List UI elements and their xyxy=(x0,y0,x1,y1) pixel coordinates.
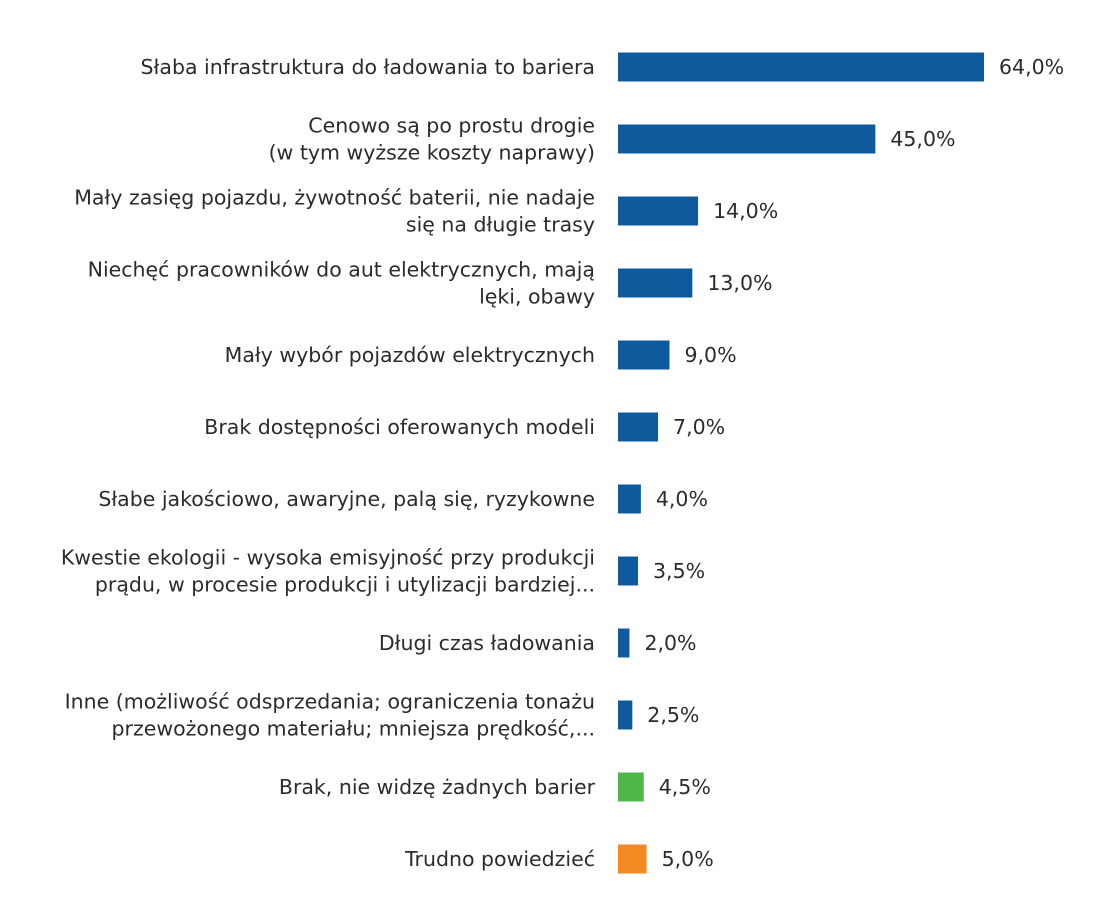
category-label-line: prądu, w procesie produkcji i utylizacji… xyxy=(95,573,595,597)
value-label-9: 2,0% xyxy=(644,631,696,655)
category-label-line: Niechęć pracowników do aut elektrycznych… xyxy=(88,258,595,282)
bar-9 xyxy=(618,628,630,658)
category-label-7: Słabe jakościowo, awaryjne, palą się, ry… xyxy=(98,487,595,511)
value-label-10: 2,5% xyxy=(647,703,699,727)
bar-11 xyxy=(618,772,644,802)
bar-7 xyxy=(618,484,641,514)
category-label-4: Niechęć pracowników do aut elektrycznych… xyxy=(88,258,595,309)
category-label-line: Trudno powiedzieć xyxy=(404,847,595,871)
category-label-12: Trudno powiedzieć xyxy=(404,847,595,871)
bar-6 xyxy=(618,412,659,442)
value-label-2: 45,0% xyxy=(890,127,955,151)
bar-3 xyxy=(618,196,699,226)
value-label-5: 9,0% xyxy=(684,343,736,367)
category-label-3: Mały zasięg pojazdu, żywotność baterii, … xyxy=(74,186,595,237)
value-labels-layer: 64,0% 45,0% 14,0% 13,0% 9,0% 7,0% 4,0% 3,5% 2,0%… xyxy=(644,55,1064,871)
category-label-line: przewożonego materiału; mniejsza prędkoś… xyxy=(112,717,595,741)
category-label-line: Brak, nie widzę żadnych barier xyxy=(279,775,596,799)
category-label-line: Brak dostępności oferowanych modeli xyxy=(204,415,595,439)
category-label-line: się na długie trasy xyxy=(406,213,595,237)
category-label-line: Inne (możliwość odsprzedania; ograniczen… xyxy=(65,690,595,714)
bars-layer xyxy=(618,52,984,874)
bar-1 xyxy=(618,52,984,82)
value-label-8: 3,5% xyxy=(653,559,705,583)
bar-12 xyxy=(618,844,647,874)
value-label-4: 13,0% xyxy=(707,271,772,295)
value-label-11: 4,5% xyxy=(659,775,711,799)
category-label-line: Słabe jakościowo, awaryjne, palą się, ry… xyxy=(98,487,595,511)
category-label-2: Cenowo są po prostu drogie (w tym wyższe … xyxy=(269,114,595,165)
category-label-line: Długi czas ładowania xyxy=(379,631,595,655)
category-label-8: Kwestie ekologii - wysoka emisyjność prz… xyxy=(61,546,595,597)
bar-10 xyxy=(618,700,633,730)
category-label-line: (w tym wyższe koszty naprawy) xyxy=(269,141,595,165)
value-label-6: 7,0% xyxy=(673,415,725,439)
category-label-10: Inne (możliwość odsprzedania; ograniczen… xyxy=(65,690,595,741)
value-label-12: 5,0% xyxy=(662,847,714,871)
category-label-line: Słaba infrastruktura do ładowania to bar… xyxy=(141,55,595,79)
value-label-1: 64,0% xyxy=(999,55,1064,79)
category-label-line: Cenowo są po prostu drogie xyxy=(308,114,595,138)
bar-8 xyxy=(618,556,639,586)
bar-5 xyxy=(618,340,670,370)
bar-2 xyxy=(618,124,876,154)
category-label-line: lęki, obawy xyxy=(479,285,595,309)
category-label-9: Długi czas ładowania xyxy=(379,631,595,655)
category-labels-layer: Słaba infrastruktura do ładowania to bar… xyxy=(61,55,596,871)
category-label-line: Kwestie ekologii - wysoka emisyjność prz… xyxy=(61,546,595,570)
category-label-1: Słaba infrastruktura do ładowania to bar… xyxy=(141,55,595,79)
category-label-line: Mały wybór pojazdów elektrycznych xyxy=(225,343,595,367)
bar-4 xyxy=(618,268,693,298)
category-label-line: Mały zasięg pojazdu, żywotność baterii, … xyxy=(74,186,595,210)
value-label-7: 4,0% xyxy=(656,487,708,511)
value-label-3: 14,0% xyxy=(713,199,778,223)
category-label-5: Mały wybór pojazdów elektrycznych xyxy=(225,343,595,367)
category-label-11: Brak, nie widzę żadnych barier xyxy=(279,775,596,799)
category-label-6: Brak dostępności oferowanych modeli xyxy=(204,415,595,439)
